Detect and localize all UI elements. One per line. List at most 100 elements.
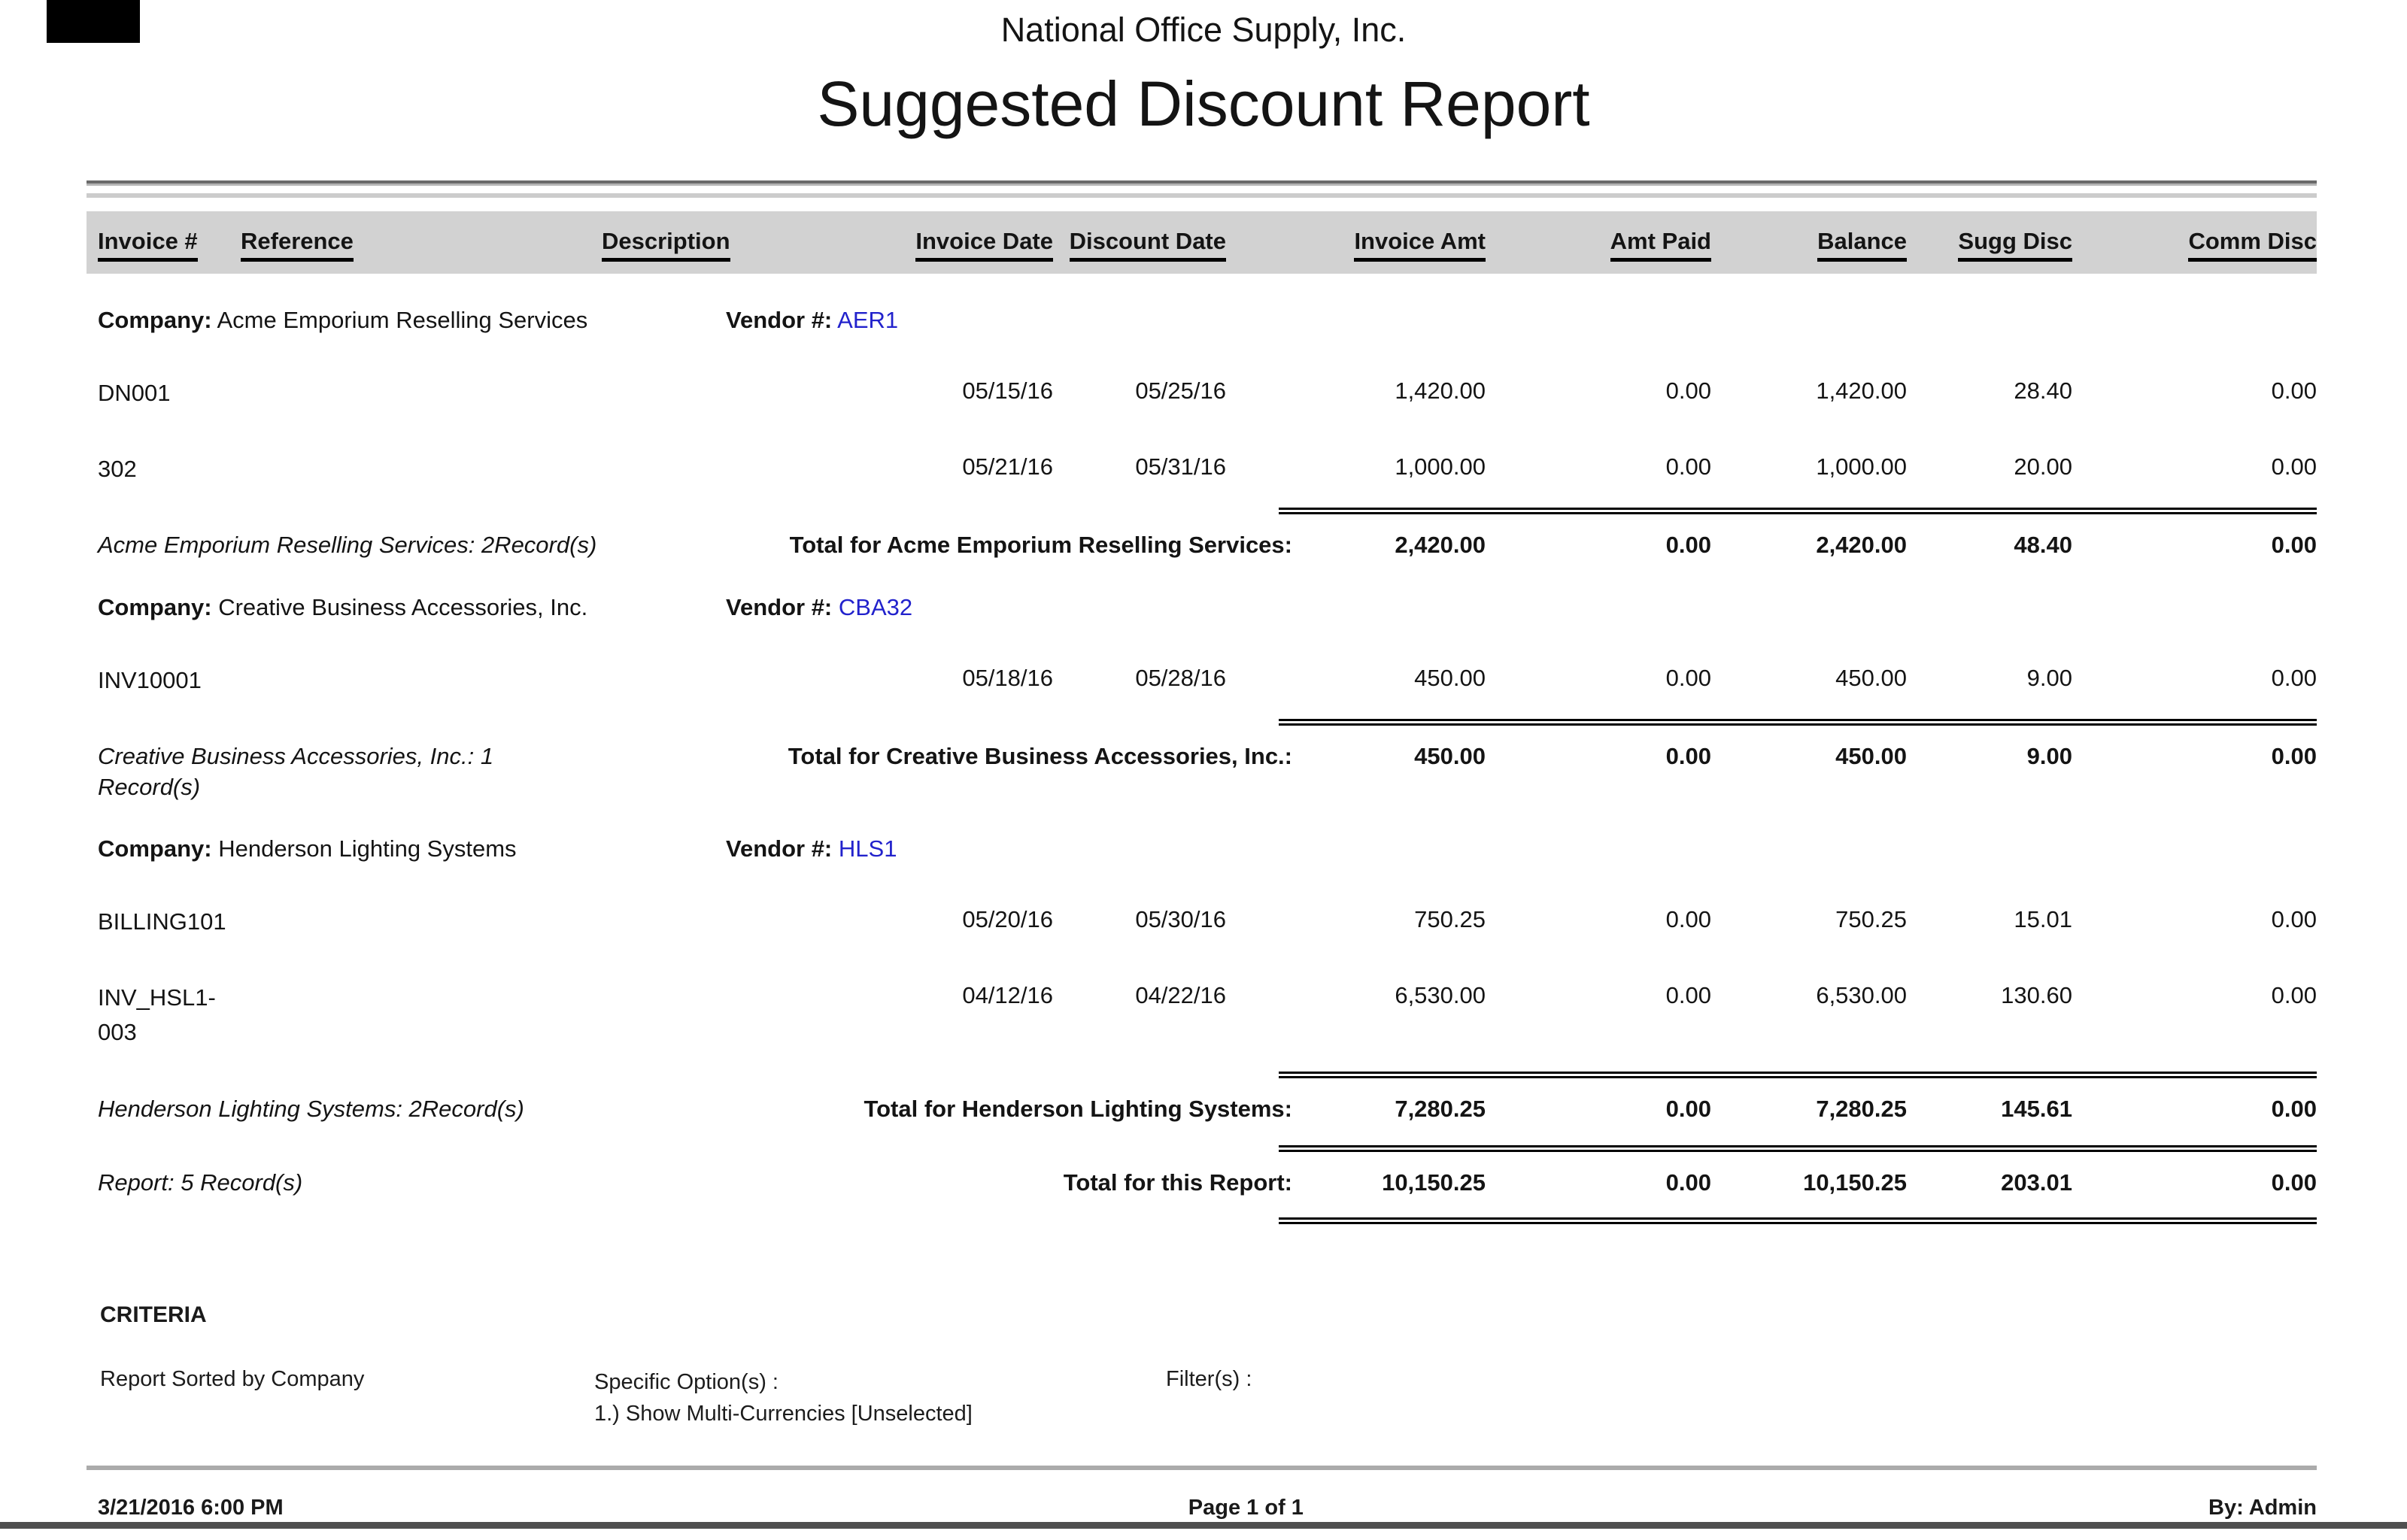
sugg-disc-value: 20.00: [2014, 453, 2072, 480]
company-name: Creative Business Accessories, Inc.: [218, 593, 588, 620]
invoice-number-cell: INV_HSL1-003: [98, 981, 895, 1050]
column-header-text: Sugg Disc: [1958, 228, 2072, 262]
report-total-comm-disc: 0.00: [2271, 1169, 2317, 1196]
company-group: Company: Creative Business Accessories, …: [87, 593, 2317, 802]
criteria-heading: CRITERIA: [100, 1302, 207, 1328]
amt-paid-value: 0.00: [1665, 377, 1711, 405]
group-total-amt-paid: 0.00: [1665, 1095, 1711, 1122]
invoice-date-value: 05/21/16: [962, 453, 1053, 480]
group-total-comm-disc: 0.00: [2271, 743, 2317, 770]
invoice-row: 302 05/21/16 05/31/16 1,000.00 0.00 1,000.00 2…: [87, 452, 2317, 487]
group-total-label: Total for Creative Business Accessories,…: [788, 743, 1292, 770]
balance-value: 1,420.00: [1816, 377, 1907, 405]
invoice-date-value: 05/15/16: [962, 377, 1053, 405]
group-total-balance: 7,280.25: [1816, 1095, 1907, 1122]
criteria-section: Report Sorted by Company Specific Option…: [87, 1367, 2317, 1429]
discount-date-value: 04/22/16: [1135, 981, 1226, 1008]
sugg-disc-value: 130.60: [2001, 981, 2072, 1008]
column-header-text: Description: [602, 228, 730, 262]
invoice-row: INV_HSL1-003 04/12/16 04/22/16 6,530.00 0.00…: [87, 981, 2317, 1050]
vendor-code-link[interactable]: CBA32: [838, 593, 913, 620]
sugg-disc-value: 9.00: [2026, 664, 2072, 691]
comm-disc-value: 0.00: [2271, 981, 2317, 1008]
company-name: Acme Emporium Reselling Services: [217, 306, 588, 333]
group-total-invoice-amt: 7,280.25: [1395, 1095, 1486, 1122]
comm-disc-value: 0.00: [2271, 453, 2317, 480]
invoice-number-cell: 302: [98, 452, 895, 487]
report-total-amt-paid: 0.00: [1665, 1169, 1711, 1196]
report-title: Suggested Discount Report: [817, 68, 1590, 139]
invoice-number: DN001: [98, 380, 171, 407]
report-record-count: Report: 5 Record(s): [98, 1169, 303, 1196]
column-header-text: Invoice Amt: [1354, 228, 1486, 262]
group-total-row: Henderson Lighting Systems: 2Record(s) To…: [87, 1071, 2317, 1124]
comm-disc-value: 0.00: [2271, 377, 2317, 405]
group-record-count: Acme Emporium Reselling Services: 2Recor…: [98, 532, 597, 559]
company-label: Company:: [98, 306, 212, 333]
group-total-invoice-amt: 2,420.00: [1395, 532, 1486, 559]
group-total-balance: 2,420.00: [1816, 532, 1907, 559]
report-closing-rule: [1279, 1217, 2317, 1225]
vendor-code-link[interactable]: HLS1: [838, 835, 897, 862]
invoice-amt-value: 1,000.00: [1395, 453, 1486, 480]
group-total-row: Acme Emporium Reselling Services: 2Recor…: [87, 508, 2317, 560]
group-total-sugg-disc: 9.00: [2026, 743, 2072, 770]
footer-page-number: Page 1 of 1: [1188, 1495, 1304, 1520]
column-header-reference: Reference: [241, 228, 602, 262]
invoice-amt-value: 1,420.00: [1395, 377, 1486, 405]
invoice-number-cell: DN001: [98, 376, 895, 411]
column-header-comm-disc: Comm Disc: [2072, 228, 2317, 262]
specific-option-item: 1.) Show Multi-Currencies [Unselected]: [594, 1401, 973, 1426]
invoice-row: INV10001 05/18/16 05/28/16 450.00 0.00 450.00…: [87, 663, 2317, 699]
invoice-amt-value: 450.00: [1414, 664, 1486, 691]
column-header-amt-paid: Amt Paid: [1486, 228, 1711, 262]
sugg-disc-value: 15.01: [2014, 906, 2072, 933]
amt-paid-value: 0.00: [1665, 906, 1711, 933]
total-rule: [1279, 719, 2317, 728]
bottom-edge-bar: [0, 1522, 2407, 1529]
column-header-text: Amt Paid: [1610, 228, 1711, 262]
group-total-label: Total for Henderson Lighting Systems:: [864, 1095, 1292, 1122]
report-body: Invoice # Reference Description Invoice Dat…: [87, 180, 2317, 1520]
company-info: Company: Henderson Lighting Systems: [98, 834, 726, 864]
invoice-number: INV_HSL1-003: [98, 984, 216, 1046]
column-header-text: Reference: [241, 228, 354, 262]
group-total-amt-paid: 0.00: [1665, 532, 1711, 559]
sugg-disc-value: 28.40: [2014, 377, 2072, 405]
invoice-date-value: 05/18/16: [962, 664, 1053, 691]
invoice-row: BILLING101 05/20/16 05/30/16 750.25 0.00 750.…: [87, 905, 2317, 940]
footer: 3/21/2016 6:00 PM Page 1 of 1 By: Admin: [87, 1496, 2317, 1520]
corner-mark: [47, 0, 140, 43]
invoice-date-value: 05/20/16: [962, 906, 1053, 933]
vendor-label: Vendor #:: [726, 306, 833, 333]
group-record-count: Henderson Lighting Systems: 2Record(s): [98, 1095, 524, 1122]
discount-date-value: 05/25/16: [1135, 377, 1226, 405]
vendor-info: Vendor #: HLS1: [726, 834, 897, 864]
comm-disc-value: 0.00: [2271, 664, 2317, 691]
vendor-code-link[interactable]: AER1: [837, 306, 899, 333]
amt-paid-value: 0.00: [1665, 981, 1711, 1008]
total-rule: [1279, 1145, 2317, 1154]
invoice-row: DN001 05/15/16 05/25/16 1,420.00 0.00 1,420.0…: [87, 376, 2317, 411]
column-header-invoice-amt: Invoice Amt: [1226, 228, 1486, 262]
amt-paid-value: 0.00: [1665, 453, 1711, 480]
amt-paid-value: 0.00: [1665, 664, 1711, 691]
total-rule: [1279, 1071, 2317, 1081]
column-header-invoice-number: Invoice #: [98, 228, 241, 262]
specific-options-label: Specific Option(s) :: [594, 1370, 779, 1395]
balance-value: 450.00: [1835, 664, 1907, 691]
report-header: National Office Supply, Inc. Suggested D…: [0, 0, 2407, 140]
header-separator-dark: [87, 180, 2317, 186]
group-total-comm-disc: 0.00: [2271, 532, 2317, 559]
column-header-invoice-date: Invoice Date: [895, 228, 1053, 262]
criteria-filters-label: Filter(s) :: [1166, 1367, 1252, 1392]
group-total-amt-paid: 0.00: [1665, 743, 1711, 770]
column-header-text: Discount Date: [1069, 228, 1226, 262]
criteria-specific-options: Specific Option(s) : 1.) Show Multi-Curr…: [594, 1367, 1166, 1429]
company-group: Company: Acme Emporium Reselling Service…: [87, 305, 2317, 561]
report-total-row: Report: 5 Record(s) Total for this Repor…: [87, 1145, 2317, 1225]
report-total-label: Total for this Report:: [1063, 1169, 1292, 1196]
footer-separator: [87, 1465, 2317, 1470]
column-header-text: Invoice Date: [915, 228, 1053, 262]
